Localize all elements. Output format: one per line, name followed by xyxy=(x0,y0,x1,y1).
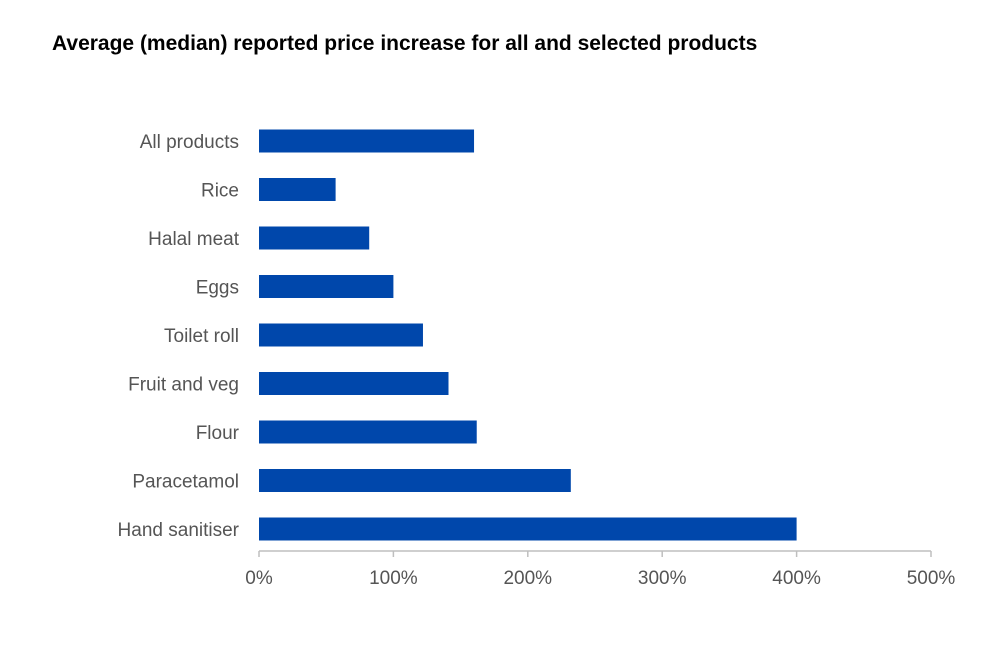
chart-title: Average (median) reported price increase… xyxy=(52,32,758,55)
bar-all-products xyxy=(259,129,475,153)
bar-eggs xyxy=(259,275,394,298)
x-tick-label: 200% xyxy=(503,568,552,589)
x-tick-label: 100% xyxy=(369,568,418,589)
category-label: Fruit and veg xyxy=(128,375,239,396)
bar-hand-sanitiser xyxy=(259,517,797,541)
x-tick-label: 0% xyxy=(245,568,273,589)
x-tick-label: 300% xyxy=(638,568,687,589)
x-tick-label: 400% xyxy=(772,568,821,589)
category-label: All products xyxy=(140,132,239,153)
x-axis-ticks: 0% 100% 200% 300% 400% 500% xyxy=(245,551,955,589)
category-label: Eggs xyxy=(196,278,239,299)
category-label: Hand sanitiser xyxy=(118,520,240,541)
category-label: Paracetamol xyxy=(132,472,239,493)
bar-halal-meat xyxy=(259,226,370,250)
bar-rice xyxy=(259,178,336,201)
bar-flour xyxy=(259,420,477,444)
category-label: Halal meat xyxy=(148,229,240,250)
bar-paracetamol xyxy=(259,469,571,492)
bar-toilet-roll xyxy=(259,323,423,347)
bar-fruit-and-veg xyxy=(259,372,449,395)
category-label: Flour xyxy=(196,423,240,444)
x-tick-label: 500% xyxy=(907,568,956,589)
bars-layer xyxy=(259,129,797,541)
category-labels: All products Rice Halal meat Eggs Toilet rol… xyxy=(118,132,240,541)
category-label: Toilet roll xyxy=(164,326,239,347)
category-label: Rice xyxy=(201,181,239,202)
